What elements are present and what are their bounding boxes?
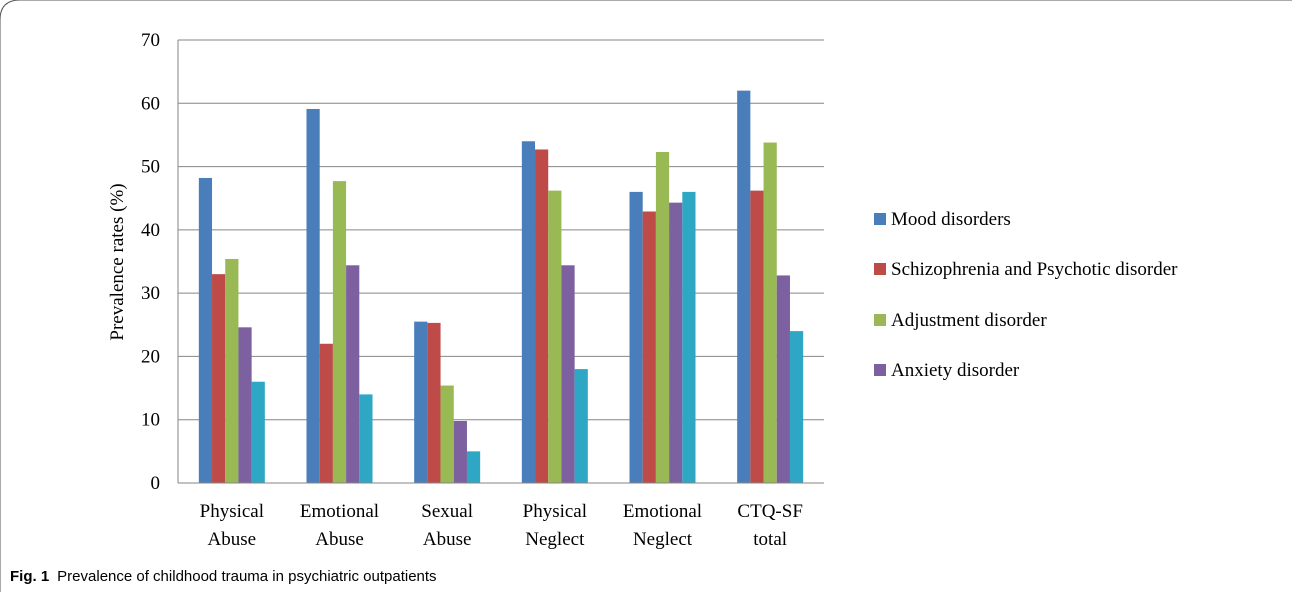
bar [655,152,670,483]
legend-label: Anxiety disorder [891,360,1020,381]
legend-label: Mood disorders [891,209,1011,230]
bars [198,90,804,484]
bar [238,327,252,483]
x-tick-label: Sexual [421,501,473,522]
bar [414,321,428,483]
bar [561,265,575,483]
bar [737,90,751,483]
x-tick-label: total [753,529,787,550]
y-tick-label: 60 [141,93,160,114]
bar [306,108,320,483]
x-tick-label: Emotional [623,501,702,522]
y-tick-label: 30 [141,283,160,304]
legend-swatch [874,263,886,275]
bar [669,202,683,483]
x-tick-label: Abuse [208,529,257,550]
bar [521,141,536,483]
bar [212,274,226,483]
x-tick-label: Abuse [423,529,472,550]
legend-swatch [874,314,886,326]
y-tick-label: 50 [141,157,160,178]
x-tick-label: Neglect [633,529,693,550]
y-tick-labels: 0 10 20 30 40 50 60 70 [141,30,160,494]
x-tick-label: CTQ-SF [737,501,802,522]
bar [535,149,549,483]
y-tick-label: 10 [141,410,160,431]
bar [251,381,265,483]
y-axis-label: Prevalence rates (%) [107,183,128,340]
bar [548,190,562,483]
bar [225,258,239,483]
caption-label: Fig. 1 [10,568,49,585]
y-tick-label: 70 [141,30,160,51]
bar [440,385,454,483]
bar [776,275,790,483]
legend-swatch [874,213,886,225]
x-tick-label: Neglect [525,529,585,550]
bar [642,211,656,484]
x-tick-label: Emotional [300,501,379,522]
x-tick-label: Abuse [315,529,364,550]
x-tick-label: Physical [523,501,587,522]
x-tick-labels: Physical Abuse Emotional Abuse Sexual Abuse Ph… [200,501,803,550]
bar [629,191,643,483]
bar [750,190,764,483]
bar [346,265,360,483]
bar [574,369,588,483]
legend-swatch [874,364,886,376]
y-tick-label: 40 [141,220,160,241]
caption-text: Prevalence of childhood trauma in psychi… [57,568,436,585]
bar [453,420,467,483]
bar [763,142,777,483]
bar [466,451,481,483]
figure-caption: Fig. 1 Prevalence of childhood trauma in … [10,568,437,585]
bar [789,331,804,483]
bar [427,322,441,483]
legend: Mood disorders Schizophrenia and Psychoti… [874,209,1178,381]
legend-label: Adjustment disorder [891,310,1047,331]
bar [332,181,347,483]
y-tick-label: 0 [151,473,161,494]
bar [198,177,213,483]
bar [682,191,696,483]
gridlines [178,39,824,421]
bar [319,343,333,483]
legend-label: Schizophrenia and Psychotic disorder [891,259,1178,280]
x-tick-label: Physical [200,501,264,522]
y-tick-label: 20 [141,346,160,367]
bar [359,394,373,483]
